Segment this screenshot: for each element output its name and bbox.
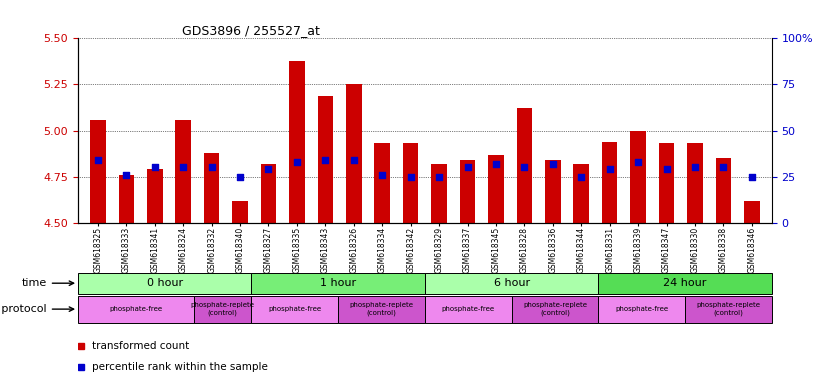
FancyBboxPatch shape [194, 296, 251, 323]
FancyBboxPatch shape [425, 296, 511, 323]
Bar [204, 153, 219, 223]
FancyBboxPatch shape [251, 273, 425, 294]
FancyBboxPatch shape [78, 273, 251, 294]
Point [177, 164, 190, 170]
Point [262, 166, 275, 172]
Text: phosphate-free: phosphate-free [268, 306, 321, 312]
Bar [460, 160, 475, 223]
Bar [631, 131, 646, 223]
Bar [545, 160, 561, 223]
FancyBboxPatch shape [338, 296, 425, 323]
Bar [403, 144, 419, 223]
Bar [488, 154, 504, 223]
Text: growth protocol: growth protocol [0, 304, 74, 314]
Bar [573, 164, 589, 223]
Point [120, 172, 133, 178]
Text: 0 hour: 0 hour [147, 278, 183, 288]
Bar [431, 164, 447, 223]
Text: 6 hour: 6 hour [493, 278, 530, 288]
Bar [716, 158, 732, 223]
Text: phosphate-replete
(control): phosphate-replete (control) [350, 302, 414, 316]
FancyBboxPatch shape [685, 296, 772, 323]
Bar [744, 200, 759, 223]
Point [149, 164, 162, 170]
Bar [602, 142, 617, 223]
Bar [232, 200, 248, 223]
Point [688, 164, 701, 170]
Text: 1 hour: 1 hour [320, 278, 356, 288]
Point [376, 172, 389, 178]
Point [433, 174, 446, 180]
Text: phosphate-replete
(control): phosphate-replete (control) [523, 302, 587, 316]
Point [631, 159, 644, 165]
Text: phosphate-free: phosphate-free [442, 306, 495, 312]
Text: transformed count: transformed count [92, 341, 189, 351]
Point [404, 174, 417, 180]
Point [461, 164, 474, 170]
Text: 24 hour: 24 hour [663, 278, 707, 288]
Text: GDS3896 / 255527_at: GDS3896 / 255527_at [182, 24, 320, 37]
Point [489, 161, 502, 167]
FancyBboxPatch shape [511, 296, 599, 323]
Text: phosphate-replete
(control): phosphate-replete (control) [696, 302, 760, 316]
FancyBboxPatch shape [251, 296, 338, 323]
Point [347, 157, 360, 163]
Point [291, 159, 304, 165]
Bar [318, 96, 333, 223]
Bar [90, 119, 106, 223]
Point [91, 157, 104, 163]
Point [575, 174, 588, 180]
Bar [374, 144, 390, 223]
Bar [147, 169, 163, 223]
Point [745, 174, 759, 180]
Bar [118, 175, 134, 223]
Point [717, 164, 730, 170]
Point [233, 174, 246, 180]
Text: phosphate-free: phosphate-free [615, 306, 668, 312]
Bar [346, 84, 361, 223]
Bar [658, 144, 674, 223]
Bar [289, 61, 305, 223]
FancyBboxPatch shape [599, 296, 685, 323]
FancyBboxPatch shape [78, 296, 194, 323]
Bar [516, 108, 532, 223]
Point [546, 161, 559, 167]
Text: time: time [21, 278, 74, 288]
Text: phosphate-free: phosphate-free [109, 306, 163, 312]
Point [660, 166, 673, 172]
Bar [176, 119, 191, 223]
FancyBboxPatch shape [599, 273, 772, 294]
Bar [687, 144, 703, 223]
Point [603, 166, 617, 172]
Text: percentile rank within the sample: percentile rank within the sample [92, 362, 268, 372]
Text: phosphate-replete
(control): phosphate-replete (control) [190, 302, 255, 316]
FancyBboxPatch shape [425, 273, 599, 294]
Point [205, 164, 218, 170]
Point [319, 157, 332, 163]
Point [518, 164, 531, 170]
Bar [261, 164, 277, 223]
